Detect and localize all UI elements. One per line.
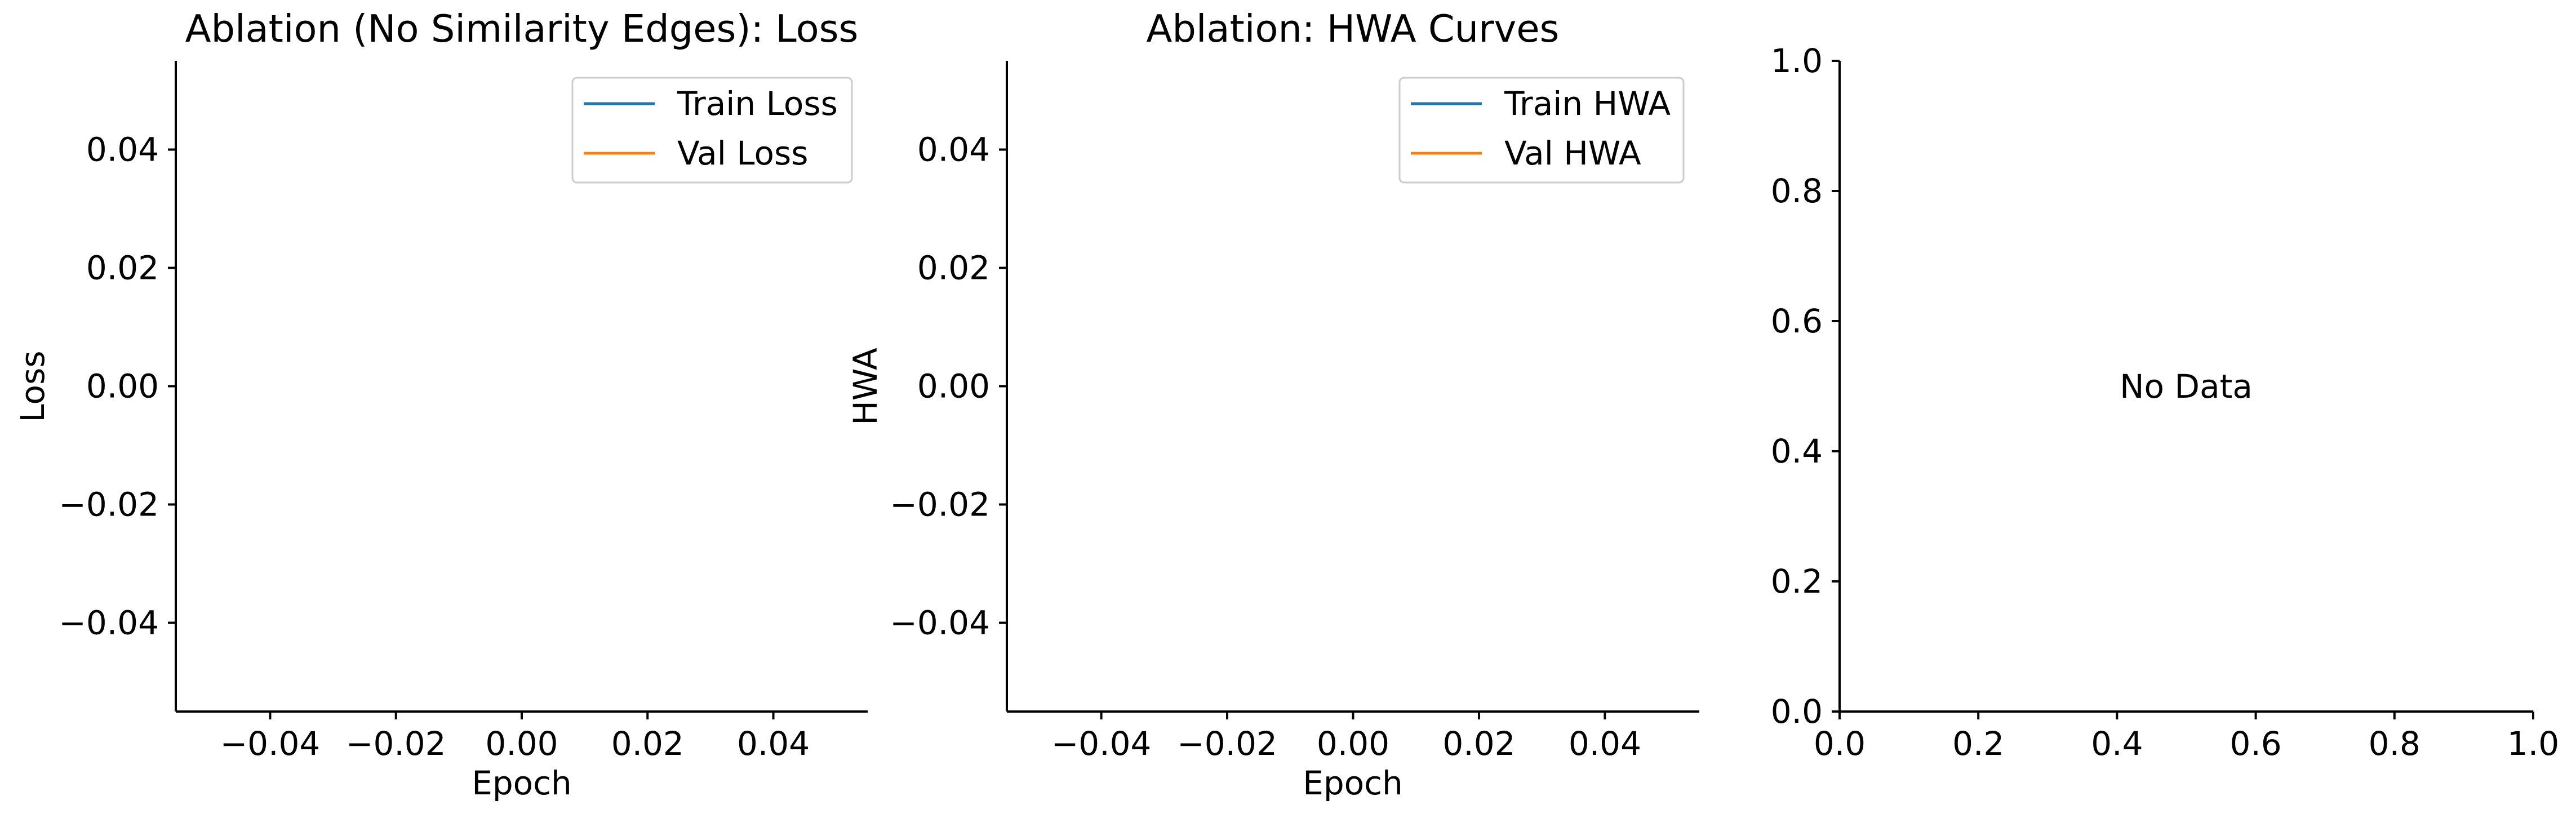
- loss-panel-y-axis-label: Loss: [14, 350, 52, 422]
- empty-x-tick-label: 0.6: [2229, 724, 2281, 763]
- empty-panel-y-ticks: 1.0 0.8 0.6 0.4 0.2 0.0: [1771, 42, 1840, 731]
- empty-x-tick-label: 0.0: [1814, 724, 1866, 763]
- loss-x-tick-label: −0.02: [346, 724, 446, 763]
- loss-y-tick-label: 0.02: [86, 249, 159, 287]
- hwa-y-tick-label: −0.02: [890, 486, 990, 524]
- hwa-panel-x-ticks: −0.04 −0.02 0.00 0.02 0.04: [1051, 712, 1641, 763]
- no-data-annotation: No Data: [2120, 367, 2253, 406]
- empty-panel: 1.0 0.8 0.6 0.4 0.2 0.0 0.0 0.2 0.4 0.6 …: [1771, 42, 2559, 763]
- hwa-x-tick-label: −0.02: [1177, 724, 1277, 763]
- legend-label-val-hwa: Val HWA: [1504, 134, 1641, 172]
- hwa-panel-y-ticks: 0.04 0.02 0.00 −0.02 −0.04: [890, 131, 1007, 642]
- hwa-panel-legend: Train HWA Val HWA: [1398, 77, 1685, 184]
- hwa-panel-x-axis-label: Epoch: [1303, 764, 1403, 802]
- empty-panel-x-ticks: 0.0 0.2 0.4 0.6 0.8 1.0: [1814, 712, 2559, 763]
- legend-label-train-loss: Train Loss: [677, 85, 838, 123]
- loss-y-tick-label: 0.04: [86, 131, 159, 169]
- loss-x-tick-label: 0.04: [737, 724, 810, 763]
- empty-y-tick-label: 1.0: [1771, 42, 1823, 80]
- loss-panel-x-axis-label: Epoch: [472, 764, 572, 802]
- loss-panel-y-ticks: 0.04 0.02 0.00 −0.02 −0.04: [59, 131, 176, 642]
- loss-y-tick-label: 0.00: [86, 367, 159, 406]
- empty-x-tick-label: 0.4: [2091, 724, 2143, 763]
- empty-y-tick-label: 0.4: [1771, 432, 1823, 470]
- empty-y-tick-label: 0.8: [1771, 172, 1823, 210]
- hwa-panel-title: Ablation: HWA Curves: [1147, 7, 1560, 51]
- hwa-x-tick-label: 0.00: [1317, 724, 1389, 763]
- empty-y-tick-label: 0.0: [1771, 692, 1823, 731]
- empty-x-tick-label: 0.2: [1952, 724, 2004, 763]
- hwa-x-tick-label: 0.04: [1569, 724, 1641, 763]
- legend-label-train-hwa: Train HWA: [1504, 85, 1671, 123]
- loss-y-tick-label: −0.02: [59, 486, 159, 524]
- hwa-y-tick-label: 0.04: [917, 131, 990, 169]
- hwa-x-tick-label: 0.02: [1442, 724, 1515, 763]
- loss-x-tick-label: 0.02: [611, 724, 684, 763]
- loss-panel-x-ticks: −0.04 −0.02 0.00 0.02 0.04: [220, 712, 810, 763]
- loss-panel-title: Ablation (No Similarity Edges): Loss: [185, 7, 859, 51]
- loss-x-tick-label: −0.04: [220, 724, 321, 763]
- empty-x-tick-label: 0.8: [2369, 724, 2420, 763]
- hwa-x-tick-label: −0.04: [1051, 724, 1152, 763]
- hwa-panel: Ablation: HWA Curves 0.04 0.02 0.00 −0.0…: [846, 7, 1699, 802]
- loss-y-tick-label: −0.04: [59, 604, 159, 642]
- hwa-panel-y-axis-label: HWA: [846, 348, 885, 425]
- loss-x-tick-label: 0.00: [485, 724, 558, 763]
- loss-panel: Ablation (No Similarity Edges): Loss 0.0…: [14, 7, 868, 802]
- hwa-y-tick-label: 0.02: [917, 249, 990, 287]
- empty-y-tick-label: 0.6: [1771, 302, 1823, 340]
- legend-label-val-loss: Val Loss: [677, 134, 808, 172]
- hwa-y-tick-label: −0.04: [890, 604, 990, 642]
- empty-y-tick-label: 0.2: [1771, 562, 1823, 601]
- hwa-y-tick-label: 0.00: [917, 367, 990, 406]
- empty-x-tick-label: 1.0: [2507, 724, 2559, 763]
- loss-panel-legend: Train Loss Val Loss: [571, 77, 853, 184]
